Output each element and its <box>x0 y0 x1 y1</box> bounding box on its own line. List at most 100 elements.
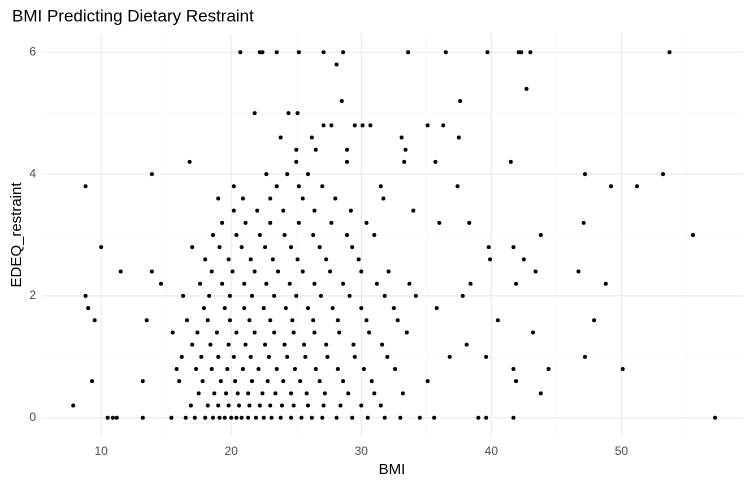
point <box>400 391 405 396</box>
point <box>296 220 301 225</box>
point <box>265 379 270 384</box>
point <box>264 281 269 286</box>
point <box>225 367 230 371</box>
point <box>333 196 338 201</box>
point <box>289 415 294 420</box>
point <box>329 123 334 128</box>
point <box>270 257 275 262</box>
point <box>317 379 322 384</box>
point <box>268 318 273 323</box>
point <box>185 318 190 323</box>
y-tick-label: 0 <box>29 410 36 424</box>
point <box>576 269 581 274</box>
point <box>181 293 186 298</box>
point <box>350 245 355 250</box>
point <box>195 330 200 335</box>
point <box>661 172 666 177</box>
x-tick-label: 40 <box>485 444 499 458</box>
point <box>411 208 416 213</box>
point <box>114 415 119 420</box>
point <box>511 415 516 420</box>
point <box>538 233 543 237</box>
point <box>511 367 516 371</box>
point <box>240 367 245 371</box>
point <box>203 257 208 262</box>
point <box>216 196 221 201</box>
point <box>295 111 300 116</box>
point <box>313 147 318 152</box>
point <box>242 306 247 311</box>
point <box>352 123 357 128</box>
point <box>274 184 279 189</box>
point <box>294 147 299 152</box>
point <box>217 245 222 250</box>
point <box>495 318 500 323</box>
point <box>140 379 145 384</box>
point <box>268 403 273 408</box>
point <box>324 257 329 262</box>
point <box>386 269 391 274</box>
point <box>321 123 326 128</box>
point <box>230 269 235 274</box>
point <box>234 415 239 420</box>
x-tick-label: 30 <box>355 444 369 458</box>
point <box>272 293 277 298</box>
point <box>289 391 294 396</box>
point <box>269 415 274 420</box>
point <box>346 391 351 396</box>
point <box>378 403 383 408</box>
point <box>235 391 240 396</box>
x-tick-label: 10 <box>94 444 108 458</box>
point <box>305 172 310 177</box>
point <box>309 135 314 140</box>
point <box>344 159 349 164</box>
point <box>374 281 379 286</box>
point <box>285 172 290 177</box>
point <box>395 318 400 323</box>
point <box>441 123 446 128</box>
point <box>198 281 203 286</box>
point <box>260 50 265 55</box>
point <box>159 281 164 286</box>
point <box>364 220 369 225</box>
point <box>196 391 201 396</box>
point <box>313 367 318 371</box>
points <box>71 50 718 420</box>
point <box>350 415 355 420</box>
point <box>227 318 232 323</box>
point <box>276 269 281 274</box>
point <box>305 306 310 311</box>
point <box>592 318 597 323</box>
point <box>413 293 418 298</box>
point <box>338 403 343 408</box>
x-tick-label: 50 <box>615 444 629 458</box>
point <box>533 269 538 274</box>
point <box>294 293 299 298</box>
point <box>71 403 76 408</box>
point <box>246 391 251 396</box>
point <box>508 159 513 164</box>
point <box>281 208 286 213</box>
point <box>203 415 208 420</box>
point <box>352 354 357 359</box>
point <box>220 220 225 225</box>
point <box>417 415 422 420</box>
point <box>243 342 248 347</box>
point <box>339 99 344 103</box>
point <box>603 281 608 286</box>
point <box>240 196 245 201</box>
point <box>581 220 586 225</box>
point <box>255 208 260 213</box>
point <box>402 159 407 164</box>
point <box>295 257 300 262</box>
point <box>149 172 154 177</box>
point <box>90 379 95 384</box>
point <box>433 159 438 164</box>
y-tick-label: 2 <box>29 288 36 302</box>
x-tick-label: 20 <box>225 444 239 458</box>
point <box>282 233 287 237</box>
point <box>105 415 110 420</box>
point <box>305 403 310 408</box>
point <box>311 233 316 237</box>
point <box>279 403 284 408</box>
